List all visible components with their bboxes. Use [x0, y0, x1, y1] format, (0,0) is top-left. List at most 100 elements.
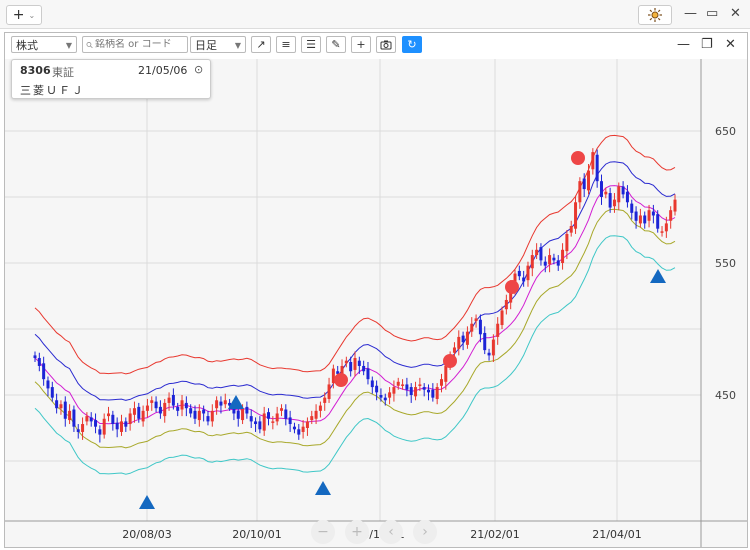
scroll-prev-button[interactable]: ‹: [379, 520, 403, 544]
candle-body: [587, 170, 591, 191]
candle-body: [561, 249, 565, 263]
candle-body: [132, 408, 136, 415]
pencil-icon: ✎: [331, 38, 341, 51]
candle-body: [599, 181, 603, 197]
candle-body: [414, 387, 418, 397]
candle-body: [55, 400, 59, 409]
candle-body: [496, 323, 500, 337]
settings-button[interactable]: [638, 5, 672, 25]
add-window-button[interactable]: + ⌄: [6, 5, 42, 25]
candle-body: [46, 380, 50, 389]
candle-body: [124, 421, 128, 427]
candle-body: [98, 429, 102, 435]
candle-body: [262, 413, 266, 431]
candle-body: [163, 402, 167, 417]
candle-body: [102, 418, 106, 435]
candle-body: [249, 416, 253, 422]
candle-body: [258, 421, 262, 430]
candle-body: [517, 270, 521, 277]
pencil-button[interactable]: ✎: [326, 36, 346, 53]
chevron-down-icon: ▼: [234, 41, 241, 50]
camera-button[interactable]: [376, 36, 396, 53]
candle-body: [651, 211, 655, 216]
panel-maximize-button[interactable]: ❐: [701, 37, 713, 52]
candle-body: [85, 416, 89, 422]
candle-body: [111, 414, 115, 425]
candle-body: [115, 422, 119, 430]
candle-body: [189, 408, 193, 414]
scroll-next-button[interactable]: ›: [413, 520, 437, 544]
candle-body: [401, 384, 405, 386]
candle-body: [591, 152, 595, 170]
candle-body: [310, 416, 314, 421]
candlesticks: [33, 148, 677, 443]
candle-body: [284, 409, 288, 419]
candle-body: [297, 429, 301, 435]
candle-body: [327, 384, 331, 399]
candle-body: [638, 215, 642, 224]
x-tick-label: 21/02/01: [470, 528, 519, 541]
candle-body: [94, 420, 98, 427]
horizontal-lines-icon: ≡: [281, 38, 291, 51]
candle-body: [336, 371, 340, 374]
candle-body: [457, 336, 461, 349]
candle-body: [331, 368, 335, 384]
candle-body: [452, 347, 456, 353]
refresh-button[interactable]: ↻: [402, 36, 422, 53]
panel-close-button[interactable]: ✕: [725, 37, 736, 52]
price-chart[interactable]: 45055065020/08/0320/10/0120/12/0121/02/0…: [5, 33, 747, 547]
candle-body: [357, 360, 361, 366]
sell-signal-dot: [571, 151, 585, 165]
zoom-out-button[interactable]: −: [311, 520, 335, 544]
maximize-window-button[interactable]: ▭: [706, 6, 719, 21]
period-select[interactable]: 日足 ▼: [190, 36, 246, 53]
close-window-button[interactable]: ✕: [730, 6, 741, 21]
candle-body: [444, 365, 448, 382]
candle-body: [608, 193, 612, 208]
buy-signal-triangle: [228, 395, 244, 409]
y-tick-label: 450: [715, 389, 736, 402]
candle-body: [647, 210, 651, 221]
candle-body: [431, 389, 435, 398]
text-align-button[interactable]: ☰: [301, 36, 321, 53]
candle-body: [634, 211, 638, 221]
candle-body: [427, 389, 431, 393]
candle-body: [305, 421, 309, 428]
candle-body: [509, 286, 513, 303]
app-topbar: + ⌄ — ▭ ✕: [0, 0, 750, 29]
candle-body: [483, 332, 487, 351]
candle-body: [89, 417, 93, 422]
candle-body: [465, 331, 469, 345]
candle-body: [474, 318, 478, 322]
candle-body: [578, 181, 582, 203]
minimize-window-button[interactable]: —: [684, 6, 697, 21]
candle-body: [552, 257, 556, 261]
crosshair-button[interactable]: +: [351, 36, 371, 53]
panel-minimize-button[interactable]: —: [677, 37, 690, 52]
candle-body: [543, 261, 547, 266]
y-tick-label: 550: [715, 257, 736, 270]
candle-body: [206, 416, 210, 422]
buy-signal-triangle: [650, 269, 666, 283]
candle-body: [535, 249, 539, 256]
trend-line-icon: ↗: [256, 38, 266, 51]
candle-body: [292, 426, 296, 430]
search-icon: [86, 41, 93, 48]
asset-type-select[interactable]: 株式 ▼: [11, 36, 77, 53]
horizontal-lines-button[interactable]: ≡: [276, 36, 296, 53]
clock-icon[interactable]: ⊙: [194, 63, 204, 76]
candle-body: [574, 202, 578, 229]
candle-body: [595, 154, 599, 182]
zoom-in-button[interactable]: +: [345, 520, 369, 544]
candle-body: [366, 368, 370, 380]
candle-body: [215, 400, 219, 409]
candle-body: [314, 410, 318, 419]
chart-panel: 株式 ▼ 日足 ▼ ↗ ≡ ☰ ✎ + ↻ — ❐ ✕ 450 550 650 20/…: [4, 32, 748, 548]
candle-body: [171, 395, 175, 406]
chart-toolbar: 株式 ▼ 日足 ▼ ↗ ≡ ☰ ✎ + ↻ — ❐ ✕: [5, 33, 747, 59]
symbol-search[interactable]: [82, 36, 188, 53]
candle-body: [50, 387, 54, 398]
trend-line-button[interactable]: ↗: [251, 36, 271, 53]
candle-body: [513, 273, 517, 287]
search-input[interactable]: [93, 39, 187, 50]
